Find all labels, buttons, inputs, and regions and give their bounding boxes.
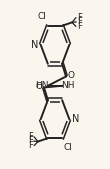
Text: NH: NH bbox=[61, 81, 75, 90]
Text: Cl: Cl bbox=[63, 143, 72, 152]
Text: Cl: Cl bbox=[38, 12, 47, 21]
Text: F: F bbox=[28, 141, 33, 150]
Text: HN: HN bbox=[35, 81, 49, 90]
Text: F: F bbox=[77, 17, 82, 26]
Text: F: F bbox=[77, 22, 82, 31]
Text: N: N bbox=[72, 114, 79, 124]
Text: F: F bbox=[28, 136, 33, 145]
Text: O: O bbox=[68, 71, 75, 80]
Text: F: F bbox=[28, 132, 33, 141]
Text: F: F bbox=[77, 13, 82, 22]
Text: O: O bbox=[35, 82, 42, 91]
Text: N: N bbox=[31, 40, 38, 50]
